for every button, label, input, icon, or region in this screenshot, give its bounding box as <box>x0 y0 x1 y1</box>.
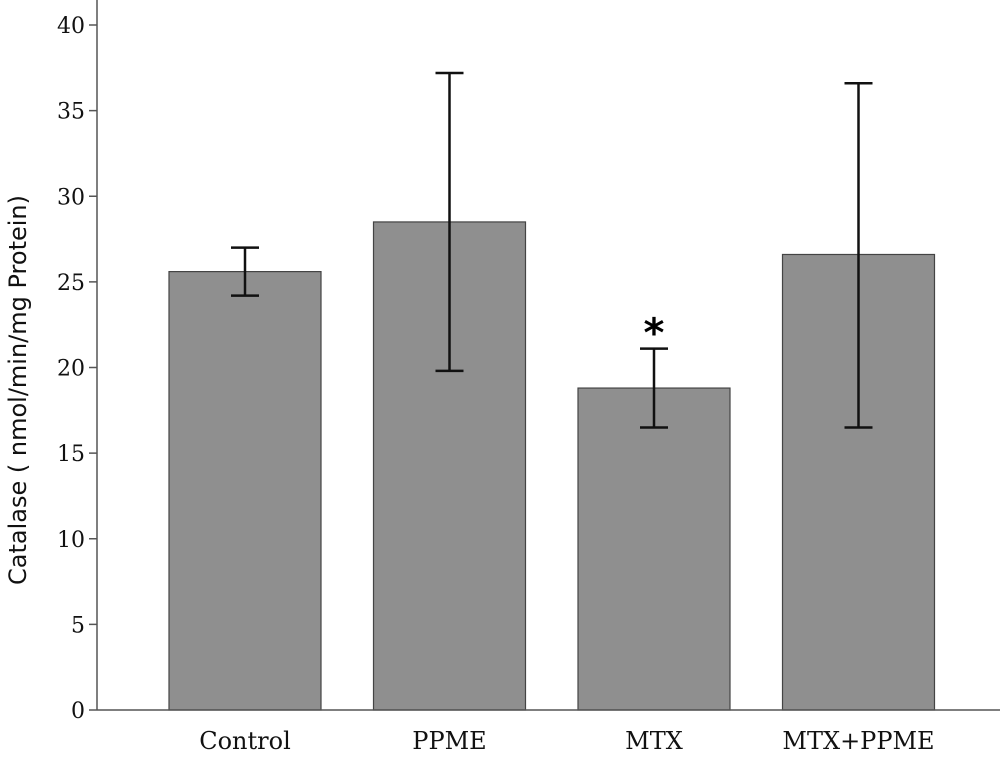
x-axis-category-labels: Control PPME MTX MTX+PPME <box>199 727 934 755</box>
y-tick-label: 40 <box>57 14 85 39</box>
x-category-label: PPME <box>412 727 486 755</box>
x-category-label: MTX+PPME <box>782 727 934 755</box>
x-category-label: Control <box>199 727 291 755</box>
y-tick-label: 20 <box>57 357 85 382</box>
y-tick-label: 25 <box>57 271 85 296</box>
y-axis-ticks: 0 5 10 15 20 25 30 35 40 <box>57 14 97 724</box>
bar-control <box>168 271 322 711</box>
y-tick-label: 10 <box>57 528 85 553</box>
bars <box>168 221 936 711</box>
x-category-label: MTX <box>625 727 683 755</box>
y-tick-label: 35 <box>57 100 85 125</box>
y-axis-title: Catalase ( nmol/min/mg Protein) <box>4 195 32 585</box>
error-bars <box>231 71 873 429</box>
significance-marker: * <box>644 311 665 357</box>
annotations: * <box>644 311 665 357</box>
y-tick-label: 30 <box>57 185 85 210</box>
y-tick-label: 5 <box>71 613 85 638</box>
bar-mtx <box>577 387 731 711</box>
y-tick-label: 15 <box>57 442 85 467</box>
y-tick-label: 0 <box>71 699 85 724</box>
